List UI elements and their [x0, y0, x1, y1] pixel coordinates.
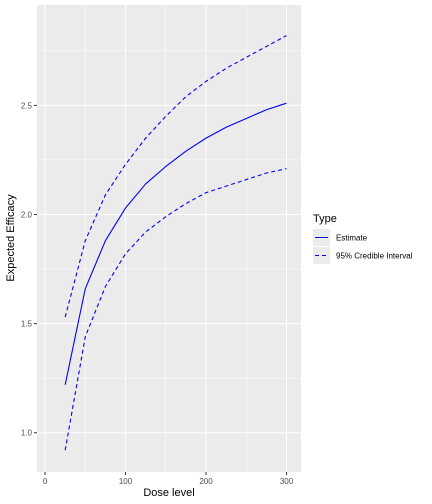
x-tick-label: 100 — [119, 477, 133, 486]
x-tick-label: 200 — [199, 477, 213, 486]
panel-background — [37, 5, 301, 472]
y-tick-label: 2.5 — [21, 101, 33, 110]
x-axis-title: Dose level — [143, 487, 194, 499]
series-layer — [64, 35, 287, 451]
y-tick-label: 2.0 — [21, 210, 33, 219]
legend-key-interval — [313, 247, 330, 264]
legend-title: Type — [313, 213, 337, 225]
x-tick-label: 0 — [43, 477, 48, 486]
grid-minor — [37, 5, 301, 472]
legend-label-interval: 95% Credible Interval — [336, 252, 413, 261]
legend: Type Estimate 95% Credible Interval — [313, 213, 413, 264]
y-axis-title: Expected Efficacy — [5, 194, 17, 282]
series-line-interval-1 — [64, 35, 287, 318]
y-tick-label: 1.5 — [21, 320, 33, 329]
y-axis: 1.0 1.5 2.0 2.5 — [21, 101, 37, 438]
series-line-interval-2 — [64, 168, 287, 451]
y-tick-label: 1.0 — [21, 429, 33, 438]
x-tick-label: 300 — [280, 477, 294, 486]
series-line-estimate — [64, 102, 287, 385]
x-axis: 0 100 200 300 — [43, 472, 294, 486]
legend-label-estimate: Estimate — [336, 234, 368, 243]
